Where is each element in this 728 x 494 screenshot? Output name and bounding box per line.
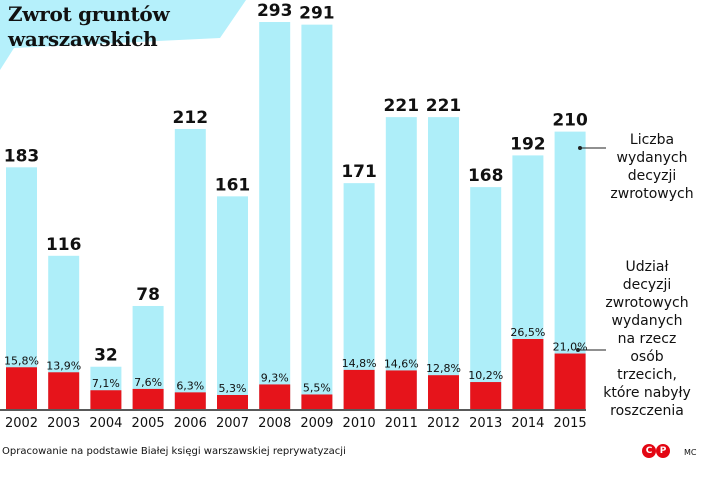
title-line-2: warszawskich — [8, 27, 158, 51]
legend-share: Udział decyzji zwrotowych wydanych na rz… — [602, 258, 692, 420]
share-bar-2009 — [301, 394, 333, 409]
logo-p-icon: P — [656, 444, 670, 458]
legend-share-line-2: decyzji — [622, 277, 672, 293]
legend-share-line-9: roszczenia — [610, 403, 684, 419]
share-label-2004: 7,1% — [92, 377, 120, 390]
count-label-2006: 212 — [173, 108, 209, 128]
share-bar-2012 — [428, 375, 459, 409]
share-label-2015: 21,0% — [553, 341, 588, 354]
x-tick-2003: 2003 — [47, 416, 80, 431]
share-label-2003: 13,9% — [46, 359, 81, 372]
x-tick-2007: 2007 — [216, 416, 249, 431]
legend-share-line-5: na rzecz — [617, 331, 677, 347]
share-bar-2006 — [174, 392, 206, 409]
x-tick-2005: 2005 — [132, 416, 165, 431]
share-bar-2005 — [132, 388, 164, 409]
title-badge — [0, 0, 246, 70]
count-label-2012: 221 — [426, 96, 462, 116]
x-tick-2004: 2004 — [89, 416, 122, 431]
x-tick-2015: 2015 — [554, 416, 587, 431]
logo-c-icon: C — [642, 444, 656, 458]
share-label-2006: 6,3% — [176, 379, 204, 392]
x-tick-2012: 2012 — [427, 416, 460, 431]
share-label-2013: 10,2% — [468, 369, 503, 382]
share-bar-2003 — [48, 372, 80, 409]
legend-count-line-4: zwrotowych — [610, 186, 694, 202]
count-label-2004: 32 — [94, 346, 118, 366]
legend-share-line-3: zwrotowych — [605, 295, 689, 311]
share-label-2008: 9,3% — [261, 371, 289, 384]
x-tick-2014: 2014 — [511, 416, 544, 431]
share-label-2007: 5,3% — [219, 382, 247, 395]
legend-dot-share — [576, 348, 580, 352]
author-signature: MC — [684, 448, 697, 457]
count-bars — [6, 22, 586, 410]
count-bar-2007 — [217, 196, 248, 409]
share-labels: 15,8% 13,9% 7,1% 7,6% 6,3% 5,3% 9,3% 5,5% 14,8% 1… — [4, 326, 588, 395]
x-tick-2011: 2011 — [385, 416, 418, 431]
count-label-2005: 78 — [136, 285, 160, 305]
x-tick-2010: 2010 — [343, 416, 376, 431]
share-bar-2004 — [90, 390, 122, 409]
share-label-2014: 26,5% — [510, 326, 545, 339]
count-bar-2009 — [301, 24, 333, 410]
count-label-2010: 171 — [341, 162, 377, 182]
share-bar-2002 — [6, 367, 37, 409]
source-note: Opracowanie na podstawie Białej księgi w… — [2, 446, 346, 457]
legend-share-line-4: wydanych — [611, 313, 683, 329]
share-bar-2014 — [512, 339, 544, 409]
title-line-1: Zwrot gruntów — [8, 2, 170, 26]
x-tick-2006: 2006 — [174, 416, 207, 431]
share-bar-2011 — [385, 370, 417, 409]
share-label-2002: 15,8% — [4, 354, 39, 367]
count-bar-2013 — [470, 187, 502, 409]
legend-dot-count — [578, 146, 582, 150]
x-tick-2002: 2002 — [5, 416, 38, 431]
legend-share-line-8: które nabyły — [603, 385, 691, 401]
count-bar-2011 — [385, 117, 417, 410]
count-label-2015: 210 — [552, 111, 588, 131]
count-label-2002: 183 — [4, 146, 40, 166]
x-tick-labels: 2002 2003 2004 2005 2006 2007 2008 2009 2010 2011… — [5, 416, 587, 431]
x-tick-2009: 2009 — [300, 416, 333, 431]
x-tick-2008: 2008 — [258, 416, 291, 431]
share-bar-2013 — [470, 382, 502, 409]
count-label-2011: 221 — [384, 96, 420, 116]
share-label-2012: 12,8% — [426, 362, 461, 375]
count-label-2013: 168 — [468, 166, 504, 186]
count-bar-2006 — [174, 128, 206, 410]
legend-share-line-1: Udział — [625, 259, 669, 275]
share-bar-2015 — [554, 353, 586, 409]
share-bar-2008 — [259, 384, 291, 409]
legend-share-line-7: trzecich, — [617, 367, 677, 383]
chart-title: Zwrot gruntów warszawskich — [8, 2, 170, 52]
share-bar-2010 — [343, 369, 375, 409]
share-label-2009: 5,5% — [303, 381, 331, 394]
legend-share-line-6: osób — [630, 349, 664, 365]
count-labels: 183 116 32 78 212 161 293 291 171 221 221 168 192 210 — [4, 1, 588, 366]
share-bar-2007 — [217, 395, 248, 409]
x-tick-2013: 2013 — [469, 416, 502, 431]
share-label-2011: 14,6% — [384, 357, 419, 370]
legend-count-line-2: wydanych — [616, 150, 688, 166]
share-label-2010: 14,8% — [342, 357, 377, 370]
legend-count-line-1: Liczba — [629, 132, 675, 148]
count-label-2003: 116 — [46, 235, 82, 255]
count-label-2009: 291 — [299, 4, 335, 24]
count-bar-2008 — [259, 22, 291, 409]
count-label-2008: 293 — [257, 1, 293, 21]
share-bars — [6, 339, 586, 409]
share-label-2005: 7,6% — [134, 376, 162, 389]
count-label-2014: 192 — [510, 134, 546, 154]
count-bar-2012 — [428, 117, 459, 410]
legend-count-line-3: decyzji — [627, 168, 677, 184]
legend-count: Liczba wydanych decyzji zwrotowych — [606, 131, 698, 203]
count-label-2007: 161 — [215, 175, 251, 195]
